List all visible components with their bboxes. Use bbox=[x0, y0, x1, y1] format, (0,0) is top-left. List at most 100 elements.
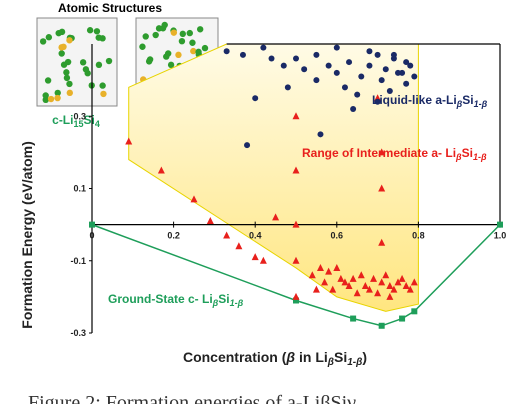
atom bbox=[196, 26, 204, 33]
y-tick-label: -0.1 bbox=[70, 256, 86, 266]
liquid-point bbox=[350, 106, 357, 113]
intermediate-point bbox=[378, 148, 386, 156]
liquid-annotation: Liquid-like a-LiβSi1-β bbox=[372, 93, 488, 109]
ground-state-point bbox=[399, 315, 406, 322]
intermediate-point bbox=[341, 278, 349, 286]
atom bbox=[79, 59, 87, 66]
y-tick-label: 0.3 bbox=[73, 111, 86, 121]
atom bbox=[58, 50, 65, 57]
atom bbox=[189, 39, 196, 46]
ground-annotation: Ground-State c- LiβSi1-β bbox=[108, 292, 244, 308]
intermediate-point bbox=[292, 220, 300, 228]
liquid-point bbox=[293, 55, 299, 62]
y-tick-label: 0.1 bbox=[73, 184, 86, 194]
x-tick-label: 0.2 bbox=[167, 231, 180, 241]
liquid-point bbox=[366, 48, 373, 55]
intermediate-point bbox=[251, 253, 259, 261]
liquid-point bbox=[382, 66, 389, 73]
atom bbox=[47, 95, 55, 103]
atom bbox=[164, 50, 172, 57]
atom bbox=[201, 44, 209, 52]
y-tick-label: -0.3 bbox=[70, 328, 86, 338]
intermediate-point bbox=[390, 285, 398, 293]
atom bbox=[86, 27, 94, 34]
liquid-point bbox=[403, 59, 410, 66]
atom bbox=[139, 43, 146, 50]
x-tick-label: 0.4 bbox=[249, 231, 262, 241]
intermediate-point bbox=[292, 292, 300, 300]
atom bbox=[60, 61, 68, 68]
atom bbox=[95, 34, 102, 41]
intermediate-point bbox=[125, 137, 133, 145]
intermediate-point bbox=[349, 274, 357, 282]
ground-state-point bbox=[497, 221, 503, 228]
intermediate-point bbox=[345, 282, 353, 290]
inset-title: Atomic Structures bbox=[58, 1, 162, 15]
intermediate-point bbox=[272, 213, 280, 221]
intermediate-point bbox=[157, 166, 165, 174]
liquid-point bbox=[252, 95, 259, 102]
atom bbox=[95, 61, 103, 69]
liquid-point bbox=[374, 98, 381, 105]
atom bbox=[84, 70, 91, 77]
intermediate-point bbox=[316, 263, 324, 271]
atom bbox=[42, 92, 49, 99]
atom bbox=[63, 69, 70, 76]
liquid-point bbox=[366, 62, 373, 69]
intermediate-point bbox=[361, 282, 369, 290]
atom bbox=[146, 56, 154, 63]
liquid-point bbox=[239, 51, 246, 58]
ground-state-point bbox=[411, 308, 418, 315]
atom bbox=[170, 29, 178, 36]
atom bbox=[39, 38, 47, 45]
intermediate-point bbox=[259, 256, 267, 264]
intermediate-point bbox=[223, 231, 231, 239]
liquid-point bbox=[386, 87, 393, 94]
intermediate-point bbox=[190, 195, 198, 203]
atom bbox=[58, 28, 66, 36]
liquid-point bbox=[378, 77, 385, 84]
intermediate-point bbox=[394, 278, 402, 286]
liquid-point bbox=[390, 51, 397, 58]
liquid-point bbox=[223, 48, 230, 55]
atom bbox=[54, 94, 61, 102]
liquid-point bbox=[325, 62, 332, 69]
liquid-point bbox=[301, 66, 308, 73]
intermediate-point bbox=[370, 274, 378, 282]
intermediate-point bbox=[386, 282, 394, 290]
liquid-point bbox=[268, 55, 275, 62]
intermediate-point bbox=[292, 256, 300, 264]
atom bbox=[63, 74, 71, 82]
atom bbox=[93, 28, 101, 35]
intermediate-point bbox=[235, 242, 243, 250]
liquid-point bbox=[358, 73, 365, 80]
intermediate-point bbox=[206, 217, 214, 225]
intermediate-point bbox=[292, 112, 300, 120]
x-tick-label: 0.8 bbox=[412, 231, 425, 241]
liquid-point bbox=[317, 131, 324, 138]
intermediate-region bbox=[128, 43, 419, 312]
intermediate-point bbox=[337, 274, 345, 282]
liquid-point bbox=[333, 69, 340, 76]
figure-caption: Figure 2: Formation energies of a-LiβSiγ bbox=[28, 392, 357, 404]
intermediate-point bbox=[398, 274, 406, 282]
intermediate-point bbox=[357, 271, 365, 279]
intermediate-point bbox=[386, 292, 394, 300]
intermediate-point bbox=[378, 184, 386, 192]
intermediate-point bbox=[402, 282, 410, 290]
atom bbox=[54, 89, 61, 97]
liquid-point bbox=[313, 77, 320, 84]
intermediate-point bbox=[329, 285, 337, 293]
atom bbox=[186, 29, 193, 37]
atom bbox=[159, 25, 167, 32]
ground-state-point bbox=[378, 322, 385, 329]
ground-state-point bbox=[350, 315, 357, 322]
atom bbox=[179, 30, 186, 38]
liquid-point bbox=[341, 84, 348, 91]
plot-area: 0 0.2 0.4 0.6 0.8 1.0 -0.3 -0.1 0.1 0.3 bbox=[70, 43, 506, 338]
ground-state-point bbox=[89, 221, 95, 228]
intermediate-point bbox=[333, 263, 341, 271]
y-axis-title: Formation Energy (eV/atom) bbox=[19, 141, 35, 328]
liquid-point bbox=[280, 62, 287, 69]
